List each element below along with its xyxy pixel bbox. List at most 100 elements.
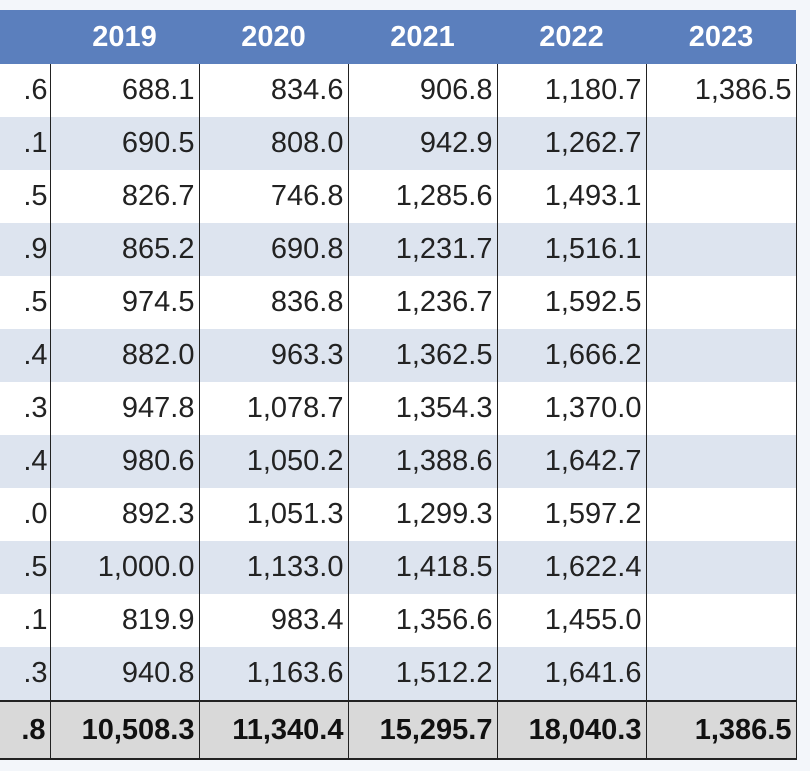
total-2021: 15,295.7	[347, 700, 497, 760]
cell-2019: 819.9	[49, 594, 199, 647]
cell-2020: 983.4	[198, 594, 348, 647]
yearly-data-table: 2019 2020 2021 2022 2023 .6 688.1 834.6 906…	[0, 10, 797, 760]
cell-2021: 1,299.3	[347, 488, 497, 541]
header-2023: 2023	[646, 10, 796, 64]
table-row: .9 865.2 690.8 1,231.7 1,516.1	[0, 223, 797, 276]
cell-2023	[645, 647, 797, 701]
row-stub: .4	[0, 329, 50, 382]
header-2019: 2019	[50, 10, 199, 64]
table-row: .3 947.8 1,078.7 1,354.3 1,370.0	[0, 382, 797, 435]
header-stub	[0, 10, 50, 64]
cell-2019: 865.2	[49, 223, 199, 276]
total-stub: .8	[0, 700, 50, 760]
cell-2023	[645, 382, 797, 435]
row-stub: .3	[0, 382, 50, 435]
cell-2020: 1,051.3	[198, 488, 348, 541]
cell-2019: 826.7	[49, 170, 199, 223]
row-stub: .4	[0, 435, 50, 488]
row-stub: .5	[0, 541, 50, 594]
cell-2019: 974.5	[49, 276, 199, 329]
cell-2019: 690.5	[49, 117, 199, 170]
cell-2023	[645, 223, 797, 276]
cell-2019: 1,000.0	[49, 541, 199, 594]
data-table-sheet: 2019 2020 2021 2022 2023 .6 688.1 834.6 906…	[0, 10, 797, 760]
header-row: 2019 2020 2021 2022 2023	[0, 10, 796, 64]
cell-2021: 1,418.5	[347, 541, 497, 594]
cell-2023	[645, 594, 797, 647]
cell-2019: 892.3	[49, 488, 199, 541]
cell-2022: 1,666.2	[496, 329, 646, 382]
row-stub: .5	[0, 170, 50, 223]
row-stub: .6	[0, 64, 50, 117]
cell-2022: 1,180.7	[496, 64, 646, 117]
header-2021: 2021	[348, 10, 497, 64]
cell-2020: 1,078.7	[198, 382, 348, 435]
total-2022: 18,040.3	[496, 700, 646, 760]
cell-2023	[645, 329, 797, 382]
cell-2021: 1,285.6	[347, 170, 497, 223]
header-2020: 2020	[199, 10, 348, 64]
table-row: .5 826.7 746.8 1,285.6 1,493.1	[0, 170, 797, 223]
total-row: .8 10,508.3 11,340.4 15,295.7 18,040.3 1…	[0, 700, 797, 760]
cell-2023	[645, 541, 797, 594]
cell-2019: 980.6	[49, 435, 199, 488]
row-stub: .3	[0, 647, 50, 701]
header-2022: 2022	[497, 10, 646, 64]
cell-2023	[645, 276, 797, 329]
cell-2019: 882.0	[49, 329, 199, 382]
cell-2022: 1,262.7	[496, 117, 646, 170]
cell-2021: 1,356.6	[347, 594, 497, 647]
cell-2021: 1,388.6	[347, 435, 497, 488]
row-stub: .0	[0, 488, 50, 541]
row-stub: .1	[0, 594, 50, 647]
row-stub: .1	[0, 117, 50, 170]
cell-2021: 906.8	[347, 64, 497, 117]
cell-2022: 1,370.0	[496, 382, 646, 435]
cell-2020: 1,050.2	[198, 435, 348, 488]
row-stub: .9	[0, 223, 50, 276]
cell-2020: 963.3	[198, 329, 348, 382]
cell-2022: 1,455.0	[496, 594, 646, 647]
table-row: .3 940.8 1,163.6 1,512.2 1,641.6	[0, 647, 797, 701]
cell-2020: 1,133.0	[198, 541, 348, 594]
cell-2021: 1,236.7	[347, 276, 497, 329]
cell-2022: 1,641.6	[496, 647, 646, 701]
table-row: .1 690.5 808.0 942.9 1,262.7	[0, 117, 797, 170]
cell-2019: 940.8	[49, 647, 199, 701]
cell-2022: 1,642.7	[496, 435, 646, 488]
cell-2021: 1,512.2	[347, 647, 497, 701]
table-row: .4 980.6 1,050.2 1,388.6 1,642.7	[0, 435, 797, 488]
cell-2019: 947.8	[49, 382, 199, 435]
table-row: .1 819.9 983.4 1,356.6 1,455.0	[0, 594, 797, 647]
cell-2021: 1,362.5	[347, 329, 497, 382]
cell-2022: 1,597.2	[496, 488, 646, 541]
table-row: .0 892.3 1,051.3 1,299.3 1,597.2	[0, 488, 797, 541]
cell-2021: 942.9	[347, 117, 497, 170]
cell-2020: 1,163.6	[198, 647, 348, 701]
cell-2020: 690.8	[198, 223, 348, 276]
table-row: .4 882.0 963.3 1,362.5 1,666.2	[0, 329, 797, 382]
cell-2023	[645, 170, 797, 223]
cell-2022: 1,493.1	[496, 170, 646, 223]
cell-2022: 1,592.5	[496, 276, 646, 329]
cell-2021: 1,354.3	[347, 382, 497, 435]
cell-2023	[645, 117, 797, 170]
table-row: .5 974.5 836.8 1,236.7 1,592.5	[0, 276, 797, 329]
cell-2022: 1,622.4	[496, 541, 646, 594]
cell-2021: 1,231.7	[347, 223, 497, 276]
cell-2020: 808.0	[198, 117, 348, 170]
total-2019: 10,508.3	[49, 700, 199, 760]
cell-2020: 834.6	[198, 64, 348, 117]
cell-2023: 1,386.5	[645, 64, 797, 117]
cell-2023	[645, 435, 797, 488]
table-row: .5 1,000.0 1,133.0 1,418.5 1,622.4	[0, 541, 797, 594]
cell-2023	[645, 488, 797, 541]
cell-2020: 746.8	[198, 170, 348, 223]
table-row: .6 688.1 834.6 906.8 1,180.7 1,386.5	[0, 64, 797, 117]
total-2023: 1,386.5	[645, 700, 797, 760]
row-stub: .5	[0, 276, 50, 329]
cell-2019: 688.1	[49, 64, 199, 117]
total-2020: 11,340.4	[198, 700, 348, 760]
cell-2020: 836.8	[198, 276, 348, 329]
cell-2022: 1,516.1	[496, 223, 646, 276]
